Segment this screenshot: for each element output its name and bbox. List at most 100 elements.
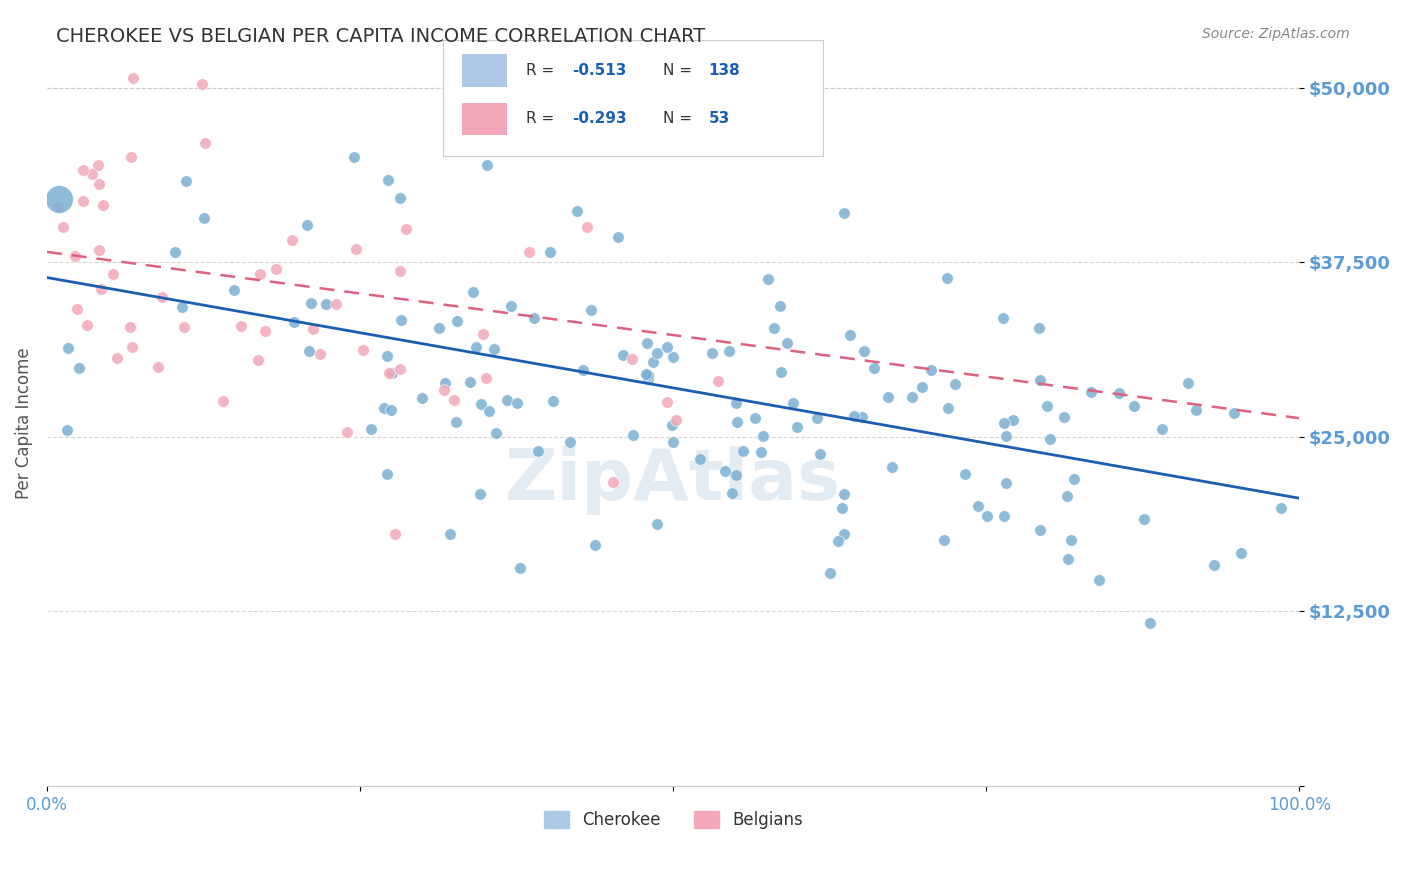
Cherokee: [662, 435, 685, 450]
Cherokee: [283, 315, 305, 329]
Cherokee: [993, 311, 1015, 326]
Cherokee: [475, 157, 498, 171]
Cherokee: [621, 428, 644, 442]
Cherokee: [389, 313, 412, 327]
Text: Source: ZipAtlas.com: Source: ZipAtlas.com: [1202, 27, 1350, 41]
Cherokee: [56, 341, 79, 355]
Cherokee: [700, 345, 723, 359]
Belgians: [388, 264, 411, 278]
Cherokee: [389, 191, 412, 205]
Cherokee: [463, 285, 485, 299]
Cherokee: [882, 460, 904, 475]
Cherokee: [641, 355, 664, 369]
Cherokee: [375, 349, 398, 363]
Cherokee: [295, 219, 318, 233]
Cherokee: [725, 415, 748, 429]
Cherokee: [299, 295, 322, 310]
Cherokee: [375, 467, 398, 481]
Text: -0.513: -0.513: [572, 62, 626, 78]
Cherokee: [834, 527, 856, 541]
Belgians: [309, 347, 332, 361]
Cherokee: [749, 444, 772, 458]
Cherokee: [831, 501, 853, 516]
Belgians: [517, 245, 540, 260]
Cherokee: [995, 475, 1018, 490]
Cherokee: [585, 538, 607, 552]
Cherokee: [434, 376, 457, 390]
Cherokee: [786, 419, 808, 434]
Cherokee: [446, 314, 468, 328]
Cherokee: [1088, 573, 1111, 587]
Cherokee: [818, 566, 841, 580]
Text: 53: 53: [709, 112, 730, 127]
Belgians: [122, 71, 145, 86]
Cherokee: [901, 390, 924, 404]
Cherokee: [877, 391, 900, 405]
Cherokee: [612, 348, 634, 362]
Belgians: [150, 290, 173, 304]
Cherokee: [637, 368, 659, 383]
Cherokee: [655, 340, 678, 354]
Cherokee: [606, 230, 628, 244]
Cherokee: [1056, 552, 1078, 566]
Cherokee: [936, 401, 959, 416]
Cherokee: [439, 527, 461, 541]
Belgians: [46, 200, 69, 214]
Cherokee: [538, 245, 561, 260]
Cherokee: [579, 303, 602, 318]
Belgians: [87, 158, 110, 172]
Cherokee: [943, 376, 966, 391]
FancyBboxPatch shape: [461, 54, 508, 87]
Cherokee: [298, 344, 321, 359]
Legend: Cherokee, Belgians: Cherokee, Belgians: [537, 804, 810, 836]
Cherokee: [752, 429, 775, 443]
Cherokee: [509, 561, 531, 575]
Cherokee: [636, 335, 658, 350]
Cherokee: [1053, 409, 1076, 424]
Cherokee: [1108, 386, 1130, 401]
Cherokee: [932, 533, 955, 547]
Cherokee: [661, 417, 683, 432]
Cherokee: [967, 499, 990, 513]
Belgians: [352, 343, 374, 358]
Cherokee: [782, 396, 804, 410]
Cherokee: [1036, 399, 1059, 413]
Belgians: [146, 360, 169, 375]
Belgians: [52, 219, 75, 234]
Cherokee: [1139, 616, 1161, 631]
Cherokee: [1039, 432, 1062, 446]
Cherokee: [839, 327, 862, 342]
Belgians: [101, 267, 124, 281]
Cherokee: [1177, 376, 1199, 390]
Belgians: [249, 268, 271, 282]
Cherokee: [478, 404, 501, 418]
Cherokee: [1204, 558, 1226, 573]
Cherokee: [165, 244, 187, 259]
Cherokee: [558, 435, 581, 450]
Cherokee: [1080, 384, 1102, 399]
Cherokee: [920, 363, 942, 377]
Cherokee: [1029, 373, 1052, 387]
Belgians: [121, 340, 143, 354]
Belgians: [89, 244, 111, 258]
Belgians: [120, 150, 142, 164]
Belgians: [80, 167, 103, 181]
Cherokee: [744, 411, 766, 425]
Cherokee: [411, 392, 433, 406]
Cherokee: [645, 517, 668, 532]
Cherokee: [724, 396, 747, 410]
Belgians: [72, 194, 94, 208]
Text: -0.293: -0.293: [572, 112, 627, 127]
Cherokee: [343, 151, 366, 165]
Cherokee: [721, 486, 744, 500]
Cherokee: [1229, 546, 1251, 560]
Text: N =: N =: [664, 112, 697, 127]
Cherokee: [993, 508, 1015, 523]
Cherokee: [993, 416, 1015, 430]
Cherokee: [1056, 489, 1078, 503]
Cherokee: [911, 380, 934, 394]
Cherokee: [174, 174, 197, 188]
Cherokee: [67, 360, 90, 375]
Cherokee: [193, 211, 215, 226]
Cherokee: [527, 444, 550, 458]
